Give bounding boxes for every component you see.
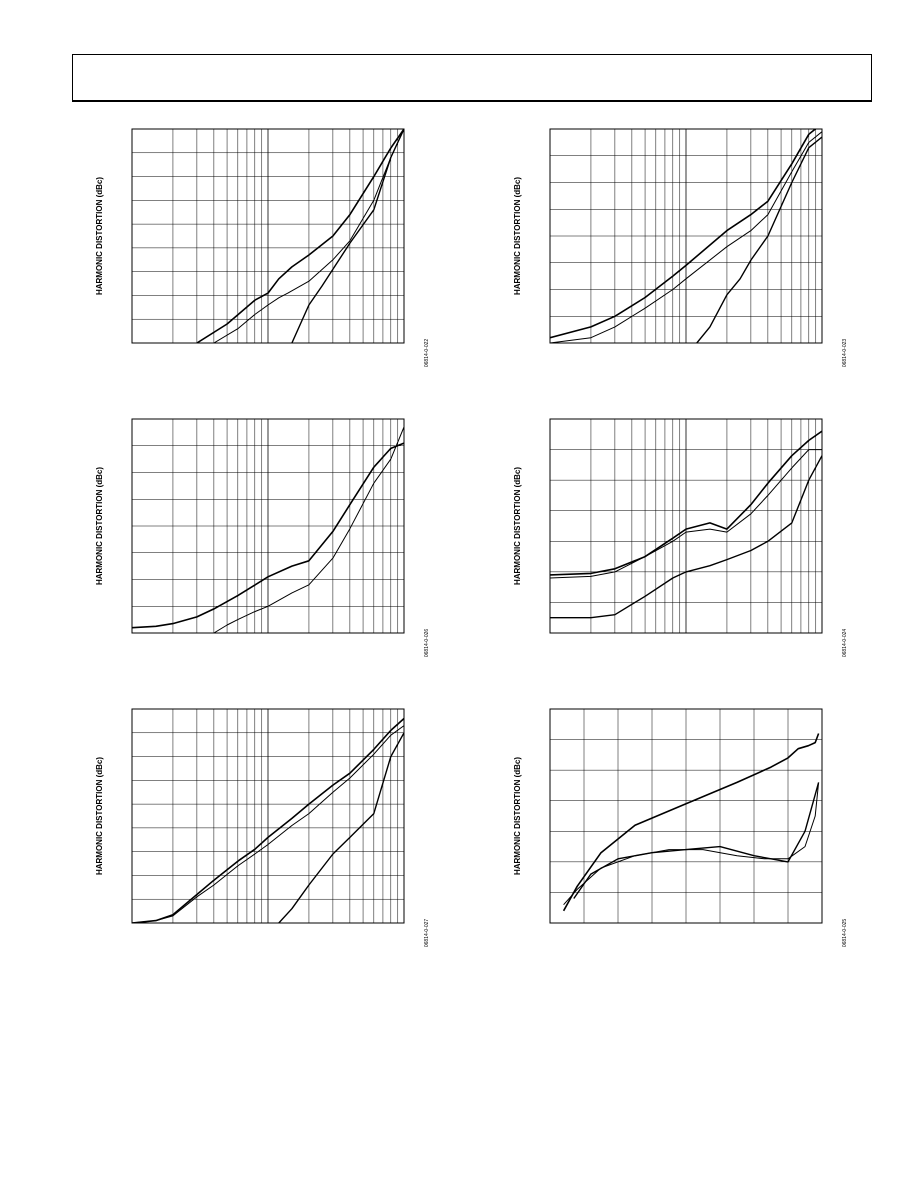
series-line-1 [132,442,404,629]
figure-id: 06814-0-025 [842,919,848,948]
plot-frame [131,418,405,634]
series-group [550,129,822,343]
series-group [196,129,404,343]
plot-frame [131,708,405,924]
series-line-1 [550,430,822,576]
series-group [550,430,822,619]
chart-panel-plot-1: HARMONIC DISTORTION (dBc) 06814-0-022 [90,125,435,375]
chart-svg: HARMONIC DISTORTION (dBc) 06814-0-022 [95,128,430,368]
series-line-2 [563,782,820,906]
figure-id: 06814-0-023 [842,339,848,368]
page-header-box [72,54,872,102]
plot-frame [549,418,823,634]
plot-frame [131,128,405,344]
grid [550,709,822,923]
series-line-3 [278,732,404,923]
series-line-3 [550,455,822,619]
grid [132,419,404,633]
grid [132,129,404,343]
chart-svg: HARMONIC DISTORTION (dBc) 06814-0-024 [513,418,848,658]
series-line-2 [550,449,822,579]
chart-panel-plot-3: HARMONIC DISTORTION (dBc) 06814-0-026 [90,415,435,665]
chart-svg: HARMONIC DISTORTION (dBc) 06814-0-025 [513,708,848,948]
series-group [132,426,404,633]
figure-id: 06814-0-027 [424,919,430,948]
chart-panel-plot-5: HARMONIC DISTORTION (dBc) 06814-0-027 [90,705,435,955]
chart-svg: HARMONIC DISTORTION (dBc) 06814-0-023 [513,128,848,368]
series-line-3 [291,129,404,343]
chart-panel-plot-2: HARMONIC DISTORTION (dBc) 06814-0-023 [508,125,853,375]
chart-panel-plot-6: HARMONIC DISTORTION (dBc) 06814-0-025 [508,705,853,955]
figure-id: 06814-0-024 [842,629,848,658]
series-line-1 [550,129,817,339]
y-axis-label: HARMONIC DISTORTION (dBc) [513,757,522,875]
series-line-1 [562,733,820,912]
y-axis-label: HARMONIC DISTORTION (dBc) [95,757,104,875]
chart-svg: HARMONIC DISTORTION (dBc) 06814-0-026 [95,418,430,658]
grid [132,709,404,923]
series-line-1 [196,129,404,343]
series-line-3 [696,136,822,343]
series-group [562,733,820,912]
chart-svg: HARMONIC DISTORTION (dBc) 06814-0-027 [95,708,430,948]
figure-id: 06814-0-022 [424,339,430,368]
y-axis-label: HARMONIC DISTORTION (dBc) [513,467,522,585]
grid [550,419,822,633]
y-axis-label: HARMONIC DISTORTION (dBc) [95,467,104,585]
y-axis-label: HARMONIC DISTORTION (dBc) [95,177,104,295]
y-axis-label: HARMONIC DISTORTION (dBc) [513,177,522,295]
plot-frame [549,708,823,924]
grid [550,129,822,343]
series-line-2 [550,131,822,343]
series-group [132,717,404,923]
series-line-2 [213,129,404,343]
series-line-2 [132,725,404,923]
chart-panel-plot-4: HARMONIC DISTORTION (dBc) 06814-0-024 [508,415,853,665]
series-line-2 [213,426,404,633]
figure-id: 06814-0-026 [424,629,430,658]
series-line-3 [573,782,820,899]
plot-frame [549,128,823,344]
